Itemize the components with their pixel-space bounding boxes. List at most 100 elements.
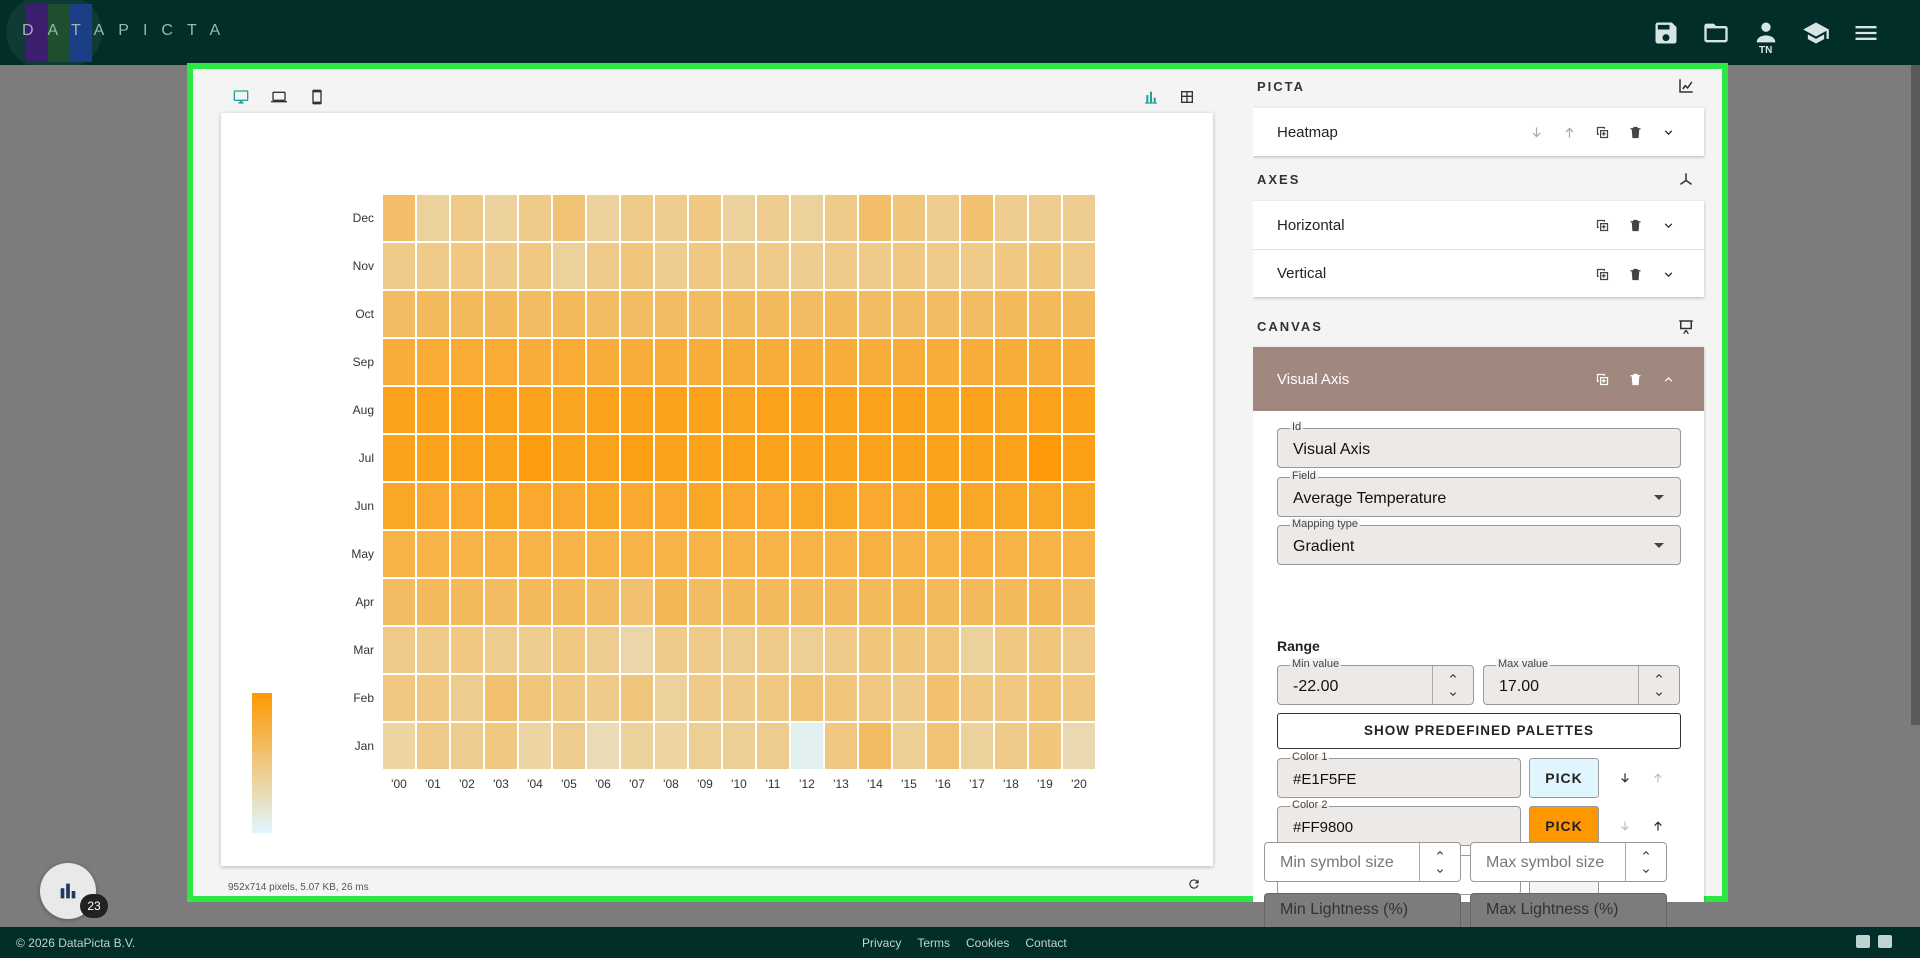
heatmap-cell — [653, 433, 689, 483]
heatmap-cell — [1061, 193, 1097, 243]
max-symbol-size-stepper[interactable] — [1625, 843, 1666, 881]
save-icon[interactable] — [1652, 19, 1680, 47]
footer-link-cookies[interactable]: Cookies — [966, 936, 1010, 950]
youtube-icon[interactable] — [1856, 935, 1870, 948]
min-value-stepper[interactable] — [1432, 666, 1473, 704]
step-down-icon[interactable] — [1640, 865, 1652, 877]
move-up-icon[interactable] — [1651, 819, 1665, 833]
min-symbol-size-stepper[interactable] — [1419, 843, 1460, 881]
color-2-field[interactable]: Color 2 #FF9800 — [1277, 799, 1521, 846]
y-tick-label: Jan — [355, 739, 374, 753]
show-palettes-button[interactable]: SHOW PREDEFINED PALETTES — [1277, 713, 1681, 749]
id-field[interactable]: Id Visual Axis — [1277, 421, 1681, 468]
delete-icon[interactable] — [1628, 372, 1643, 387]
heatmap-cell — [619, 625, 655, 675]
duplicate-icon[interactable] — [1595, 372, 1610, 387]
heatmap-cell — [585, 721, 621, 771]
max-value-stepper[interactable] — [1638, 666, 1679, 704]
max-symbol-size-input[interactable]: Max symbol size — [1470, 842, 1667, 882]
heatmap-cell — [1027, 529, 1063, 579]
move-up-icon — [1654, 773, 1662, 783]
color-1-field[interactable]: Color 1 #E1F5FE — [1277, 751, 1521, 798]
heatmap-cell — [619, 385, 655, 435]
step-up-icon[interactable] — [1434, 847, 1446, 859]
color-2-value: #FF9800 — [1293, 819, 1354, 836]
min-symbol-size-input[interactable]: Min symbol size — [1264, 842, 1461, 882]
heatmap-cell — [619, 433, 655, 483]
axis-item-horizontal[interactable]: Horizontal — [1253, 201, 1704, 249]
bar-chart-icon[interactable] — [1143, 89, 1159, 105]
picta-item-heatmap[interactable]: Heatmap — [1253, 108, 1704, 156]
laptop-icon[interactable] — [271, 89, 287, 105]
heatmap-cell — [993, 241, 1029, 291]
step-up-icon[interactable] — [1653, 670, 1665, 682]
heatmap-cell — [483, 625, 519, 675]
color-1-pick-button[interactable]: PICK — [1529, 758, 1599, 798]
move-down-icon[interactable] — [1529, 125, 1544, 140]
page-scrollbar[interactable] — [1911, 65, 1920, 725]
delete-icon[interactable] — [1628, 218, 1643, 233]
step-down-icon[interactable] — [1653, 688, 1665, 700]
folder-open-icon[interactable] — [1702, 19, 1730, 47]
heatmap-cell — [857, 193, 893, 243]
chevron-up-icon[interactable] — [1661, 372, 1676, 387]
chevron-down-icon[interactable] — [1661, 218, 1676, 233]
move-down-icon[interactable] — [1618, 771, 1632, 785]
color-2-pick-button[interactable]: PICK — [1529, 806, 1599, 846]
duplicate-icon[interactable] — [1595, 267, 1610, 282]
axis-item-vertical[interactable]: Vertical — [1253, 249, 1704, 297]
x-tick-label: '19 — [1037, 777, 1053, 791]
dropdown-caret-icon — [1654, 495, 1664, 500]
delete-icon[interactable] — [1628, 125, 1643, 140]
max-value-input[interactable]: Max value 17.00 — [1483, 658, 1680, 705]
school-icon[interactable] — [1802, 19, 1830, 47]
footer-link-privacy[interactable]: Privacy — [862, 936, 902, 950]
linkedin-icon[interactable] — [1878, 935, 1892, 948]
heatmap-cell — [1027, 193, 1063, 243]
heatmap-cell — [381, 193, 417, 243]
heatmap-cell — [585, 529, 621, 579]
picta-card: Heatmap — [1253, 108, 1704, 156]
heatmap-cell — [653, 577, 689, 627]
logo-text[interactable]: DATAPICTA — [22, 22, 235, 39]
min-value-input[interactable]: Min value -22.00 — [1277, 658, 1474, 705]
heatmap-cell — [993, 193, 1029, 243]
visual-axis-header[interactable]: Visual Axis — [1253, 347, 1704, 411]
step-down-icon[interactable] — [1447, 688, 1459, 700]
delete-icon[interactable] — [1628, 267, 1643, 282]
heatmap-cell — [959, 481, 995, 531]
table-icon[interactable] — [1179, 89, 1195, 105]
max-lightness-input[interactable]: Max Lightness (%) — [1470, 893, 1667, 927]
y-tick-label: Dec — [353, 211, 374, 225]
easel-icon[interactable] — [1677, 318, 1695, 336]
heatmap-cell — [449, 433, 485, 483]
heatmap-cell — [415, 529, 451, 579]
desktop-icon[interactable] — [233, 89, 249, 105]
y-tick-label: Jul — [359, 451, 374, 465]
footer-link-terms[interactable]: Terms — [917, 936, 951, 950]
y-tick-label: Aug — [353, 403, 374, 417]
move-up-icon[interactable] — [1562, 125, 1577, 140]
user-icon[interactable]: TN — [1752, 19, 1780, 56]
axes-icon[interactable] — [1677, 171, 1695, 189]
mapping-type-select[interactable]: Mapping type Gradient — [1277, 518, 1681, 565]
step-up-icon[interactable] — [1447, 670, 1459, 682]
heatmap-cell — [959, 577, 995, 627]
line-chart-icon[interactable] — [1677, 77, 1695, 95]
step-up-icon[interactable] — [1640, 847, 1652, 859]
step-down-icon[interactable] — [1434, 865, 1446, 877]
y-tick-label: Sep — [353, 355, 375, 369]
chevron-down-icon[interactable] — [1661, 267, 1676, 282]
heatmap-cell — [653, 241, 689, 291]
field-select[interactable]: Field Average Temperature — [1277, 470, 1681, 517]
min-lightness-input[interactable]: Min Lightness (%) — [1264, 893, 1461, 927]
chevron-down-icon[interactable] — [1661, 125, 1676, 140]
heatmap-cell — [483, 481, 519, 531]
duplicate-icon[interactable] — [1595, 125, 1610, 140]
duplicate-icon[interactable] — [1595, 218, 1610, 233]
footer-link-contact[interactable]: Contact — [1025, 936, 1067, 950]
menu-icon[interactable] — [1852, 19, 1880, 47]
heatmap-cell — [483, 337, 519, 387]
refresh-icon[interactable] — [1187, 877, 1201, 891]
phone-icon[interactable] — [309, 89, 325, 105]
